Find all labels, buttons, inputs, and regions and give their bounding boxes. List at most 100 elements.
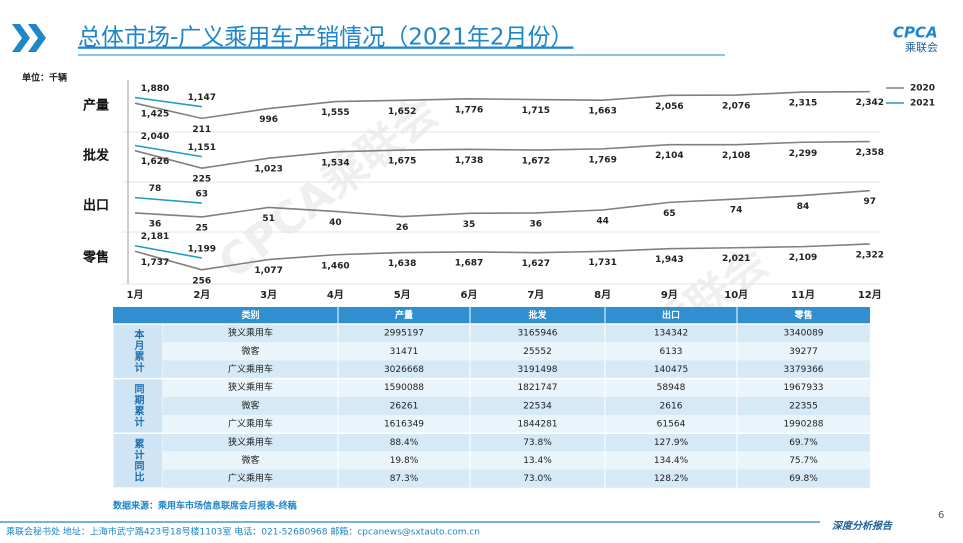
data-label: 1,199 xyxy=(188,245,216,255)
panel-label: 批发 xyxy=(83,148,110,164)
table-cell: 88.4% xyxy=(390,438,419,448)
data-label: 1,534 xyxy=(321,158,349,168)
data-label: 1,147 xyxy=(188,93,216,103)
table-cell: 127.9% xyxy=(654,438,689,448)
series-line xyxy=(134,244,202,259)
data-label: 1,687 xyxy=(455,258,483,268)
table-cell: 1821747 xyxy=(517,383,557,393)
table-cell: 26261 xyxy=(390,401,419,411)
table-cell: 2995197 xyxy=(384,329,424,339)
data-label: 25 xyxy=(196,223,209,233)
table-cell: 1967933 xyxy=(783,383,823,393)
table-row xyxy=(163,415,870,434)
data-label: 1,672 xyxy=(522,157,550,167)
data-label: 1,425 xyxy=(141,110,169,120)
data-label: 36 xyxy=(530,219,543,229)
table-cell: 狭义乘用车 xyxy=(228,381,273,393)
data-label: 1,460 xyxy=(321,261,349,271)
table-cell: 61564 xyxy=(657,420,686,430)
data-label: 256 xyxy=(192,276,211,286)
data-label: 35 xyxy=(463,220,476,230)
x-tick-label: 11月 xyxy=(791,289,815,301)
header-cell: 类别 xyxy=(241,309,259,321)
x-tick-label: 12月 xyxy=(858,289,882,301)
table-cell: 微客 xyxy=(241,454,259,466)
panel-label: 出口 xyxy=(83,198,109,214)
data-label: 1,626 xyxy=(141,157,169,167)
table-row xyxy=(163,451,870,470)
chevron xyxy=(12,24,30,52)
data-label: 2,322 xyxy=(856,250,884,260)
footer-tag: 深度分析报告 xyxy=(832,520,893,532)
panel-label: 产量 xyxy=(83,98,109,114)
slide-title: 总体市场-广义乘用车产销情况（2021年2月份） xyxy=(78,25,573,51)
data-label: 1,638 xyxy=(388,259,416,269)
table-row xyxy=(163,342,870,361)
table-cell: 140475 xyxy=(654,365,688,375)
page-number: 6 xyxy=(938,510,944,521)
logo-subtext: 乘联会 xyxy=(905,41,938,54)
header-cell: 产量 xyxy=(395,309,413,321)
data-label: 1,776 xyxy=(455,105,483,115)
legend-label: 2021 xyxy=(910,99,935,109)
table-cell: 狭义乘用车 xyxy=(228,436,273,448)
table-cell: 3026668 xyxy=(384,365,424,375)
data-label: 2,108 xyxy=(722,151,750,161)
table-cell: 广义乘用车 xyxy=(228,418,273,430)
table-cell: 22355 xyxy=(789,401,818,411)
table-row xyxy=(163,433,870,452)
table-cell: 3165946 xyxy=(517,329,557,339)
series-line xyxy=(134,189,870,218)
table-cell: 75.7% xyxy=(789,456,818,466)
data-label: 2,076 xyxy=(722,102,750,112)
logo: CPCA xyxy=(893,24,938,42)
x-tick-label: 8月 xyxy=(594,289,611,301)
data-label: 211 xyxy=(192,125,211,135)
data-label: 65 xyxy=(663,209,676,219)
x-tick-label: 5月 xyxy=(394,289,411,301)
table-cell: 19.8% xyxy=(390,456,419,466)
data-label: 36 xyxy=(149,219,162,229)
table-row xyxy=(163,469,870,488)
header-cell: 出口 xyxy=(662,309,680,321)
series-line xyxy=(134,90,870,120)
data-label: 1,880 xyxy=(141,84,169,94)
x-tick-label: 7月 xyxy=(527,289,544,301)
table-cell: 3379366 xyxy=(783,365,823,375)
table-cell: 58948 xyxy=(657,383,686,393)
data-label: 1,715 xyxy=(522,106,550,116)
table-cell: 1990288 xyxy=(783,420,823,430)
header-cell: 批发 xyxy=(528,309,547,321)
table-cell: 广义乘用车 xyxy=(228,472,273,484)
data-label: 1,023 xyxy=(254,165,282,175)
data-label: 2,021 xyxy=(722,254,750,264)
table-cell: 73.0% xyxy=(523,474,552,484)
data-label: 97 xyxy=(864,197,877,207)
table-cell: 3191498 xyxy=(517,365,557,375)
data-label: 2,109 xyxy=(789,253,817,263)
data-label: 2,104 xyxy=(655,151,683,161)
series-line xyxy=(134,144,202,158)
table-cell: 22534 xyxy=(523,401,552,411)
table-cell: 1616349 xyxy=(384,420,424,430)
table-cell: 13.4% xyxy=(523,456,552,466)
table-cell: 广义乘用车 xyxy=(228,363,273,375)
data-label: 1,737 xyxy=(141,258,169,268)
x-tick-label: 2月 xyxy=(193,289,210,301)
table-cell: 31471 xyxy=(390,347,419,357)
table-row xyxy=(163,396,870,415)
table-row xyxy=(163,360,870,379)
data-label: 1,675 xyxy=(388,157,416,167)
x-tick-label: 10月 xyxy=(724,289,748,301)
data-label: 1,077 xyxy=(254,266,282,276)
data-label: 51 xyxy=(262,214,275,224)
series-line xyxy=(134,96,202,108)
group-cell xyxy=(112,432,164,489)
data-label: 1,652 xyxy=(388,107,416,117)
x-tick-label: 9月 xyxy=(661,289,678,301)
data-label: 1,769 xyxy=(588,155,616,165)
data-label: 84 xyxy=(797,202,810,212)
data-label: 1,663 xyxy=(588,107,616,117)
table-row xyxy=(163,324,870,343)
table-cell: 69.7% xyxy=(789,438,818,448)
